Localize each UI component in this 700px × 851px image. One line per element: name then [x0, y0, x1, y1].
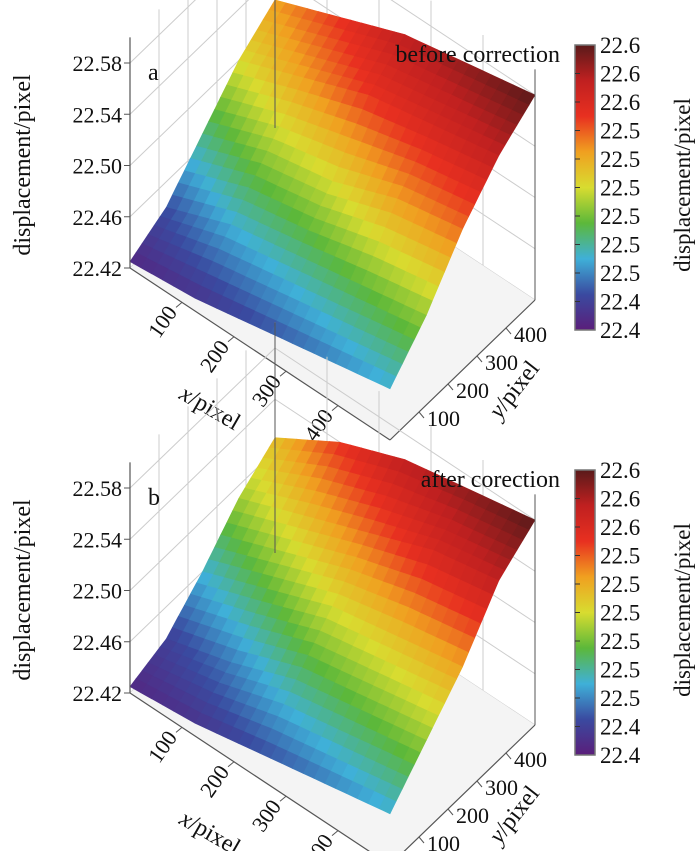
wall-gridline	[129, 0, 196, 64]
colorbar-tick-label: 22.5	[600, 686, 640, 711]
x-tick	[227, 761, 235, 768]
z-tick-label: 22.42	[73, 256, 123, 281]
z-axis-label: displacement/pixel	[10, 499, 36, 681]
colorbar-tick-label: 22.5	[600, 204, 640, 229]
colorbar-tick-label: 22.5	[600, 629, 640, 654]
colorbar-tick-label: 22.4	[600, 290, 641, 315]
y-tick-label: 100	[427, 831, 460, 851]
z-tick-label: 22.54	[73, 102, 123, 127]
x-tick-label: 400	[299, 829, 338, 851]
y-tick-label: 300	[485, 775, 518, 800]
panel-title: before correction	[395, 42, 560, 68]
colorbar-label: displacement/pixel	[670, 98, 695, 272]
y-tick	[447, 808, 454, 816]
y-tick	[476, 780, 483, 788]
x-axis-unit: /pixel	[184, 811, 245, 851]
y-tick	[476, 355, 483, 363]
colorbar-tick-label: 22.4	[600, 318, 641, 343]
colorbar-label: displacement/pixel	[670, 523, 695, 697]
colorbar-tick-label: 22.4	[600, 743, 641, 768]
z-tick-label: 22.50	[73, 579, 123, 604]
z-axis-label: displacement/pixel	[10, 74, 36, 256]
z-tick-label: 22.42	[73, 681, 123, 706]
surface	[129, 437, 536, 815]
wall-gridline	[129, 0, 250, 115]
colorbar-tick-label: 22.5	[600, 233, 640, 258]
colorbar-tick-label: 22.4	[600, 715, 641, 740]
y-tick	[505, 327, 512, 335]
x-axis-label: x/pixel	[174, 805, 245, 851]
y-tick-label: 400	[514, 322, 547, 347]
x-axis-line	[129, 692, 370, 851]
z-tick-label: 22.50	[73, 154, 123, 179]
surface-patch	[378, 796, 397, 815]
colorbar-tick-label: 22.6	[600, 458, 640, 483]
z-tick-label: 22.46	[73, 205, 123, 230]
colorbar-tick-label: 22.5	[600, 544, 640, 569]
colorbar-tick-label: 22.5	[600, 572, 640, 597]
colorbar-tick-label: 22.6	[600, 90, 640, 115]
x-tick	[175, 302, 183, 308]
z-tick-label: 22.58	[73, 51, 123, 76]
y-tick-label: 100	[427, 406, 460, 431]
y-tick-label: 400	[514, 747, 547, 772]
y-axis-line	[389, 299, 536, 441]
colorbar-tick-label: 22.5	[600, 176, 640, 201]
wall-gridline	[129, 347, 276, 489]
y-tick	[418, 836, 425, 844]
colorbar-tick-label: 22.5	[600, 658, 640, 683]
x-tick	[175, 727, 183, 733]
y-axis-line	[403, 724, 536, 851]
panel-b: 22.42 22.46 22.50 22.54 22.58 100 200 300 400 100…	[10, 322, 695, 851]
surface-patch	[378, 371, 397, 390]
x-tick	[331, 830, 339, 836]
x-axis-label: x/pixel	[174, 380, 245, 436]
colorbar-tick-label: 22.6	[600, 33, 640, 58]
x-tick	[331, 405, 339, 411]
wall-gridline	[274, 347, 536, 521]
x-tick	[227, 336, 235, 343]
colorbar-tick-label: 22.5	[600, 261, 640, 286]
colorbar-tick-label: 22.5	[600, 601, 640, 626]
y-tick	[505, 752, 512, 760]
x-tick	[279, 370, 287, 377]
wall-gridline	[390, 0, 536, 96]
y-tick-label: 300	[485, 350, 518, 375]
colorbar-tick-label: 22.6	[600, 487, 640, 512]
y-tick	[418, 411, 425, 419]
panel-label: a	[148, 60, 159, 86]
x-axis-line	[129, 267, 391, 441]
colorbar-tick-label: 22.6	[600, 62, 640, 87]
z-tick-label: 22.46	[73, 630, 123, 655]
y-tick-label: 200	[456, 378, 489, 403]
y-tick-label: 200	[456, 803, 489, 828]
panel-label: b	[148, 485, 160, 511]
y-tick	[447, 383, 454, 391]
panel-title: after corection	[421, 467, 560, 493]
x-axis-unit: /pixel	[184, 386, 245, 436]
colorbar-tick-label: 22.5	[600, 147, 640, 172]
surface	[129, 0, 536, 390]
z-tick-label: 22.54	[73, 527, 123, 552]
wall-gridline	[129, 398, 276, 540]
colorbar-tick-label: 22.6	[600, 515, 640, 540]
wall-gridline	[129, 450, 276, 591]
x-tick	[279, 795, 287, 802]
colorbar-tick-label: 22.5	[600, 119, 640, 144]
z-tick-label: 22.58	[73, 476, 123, 501]
